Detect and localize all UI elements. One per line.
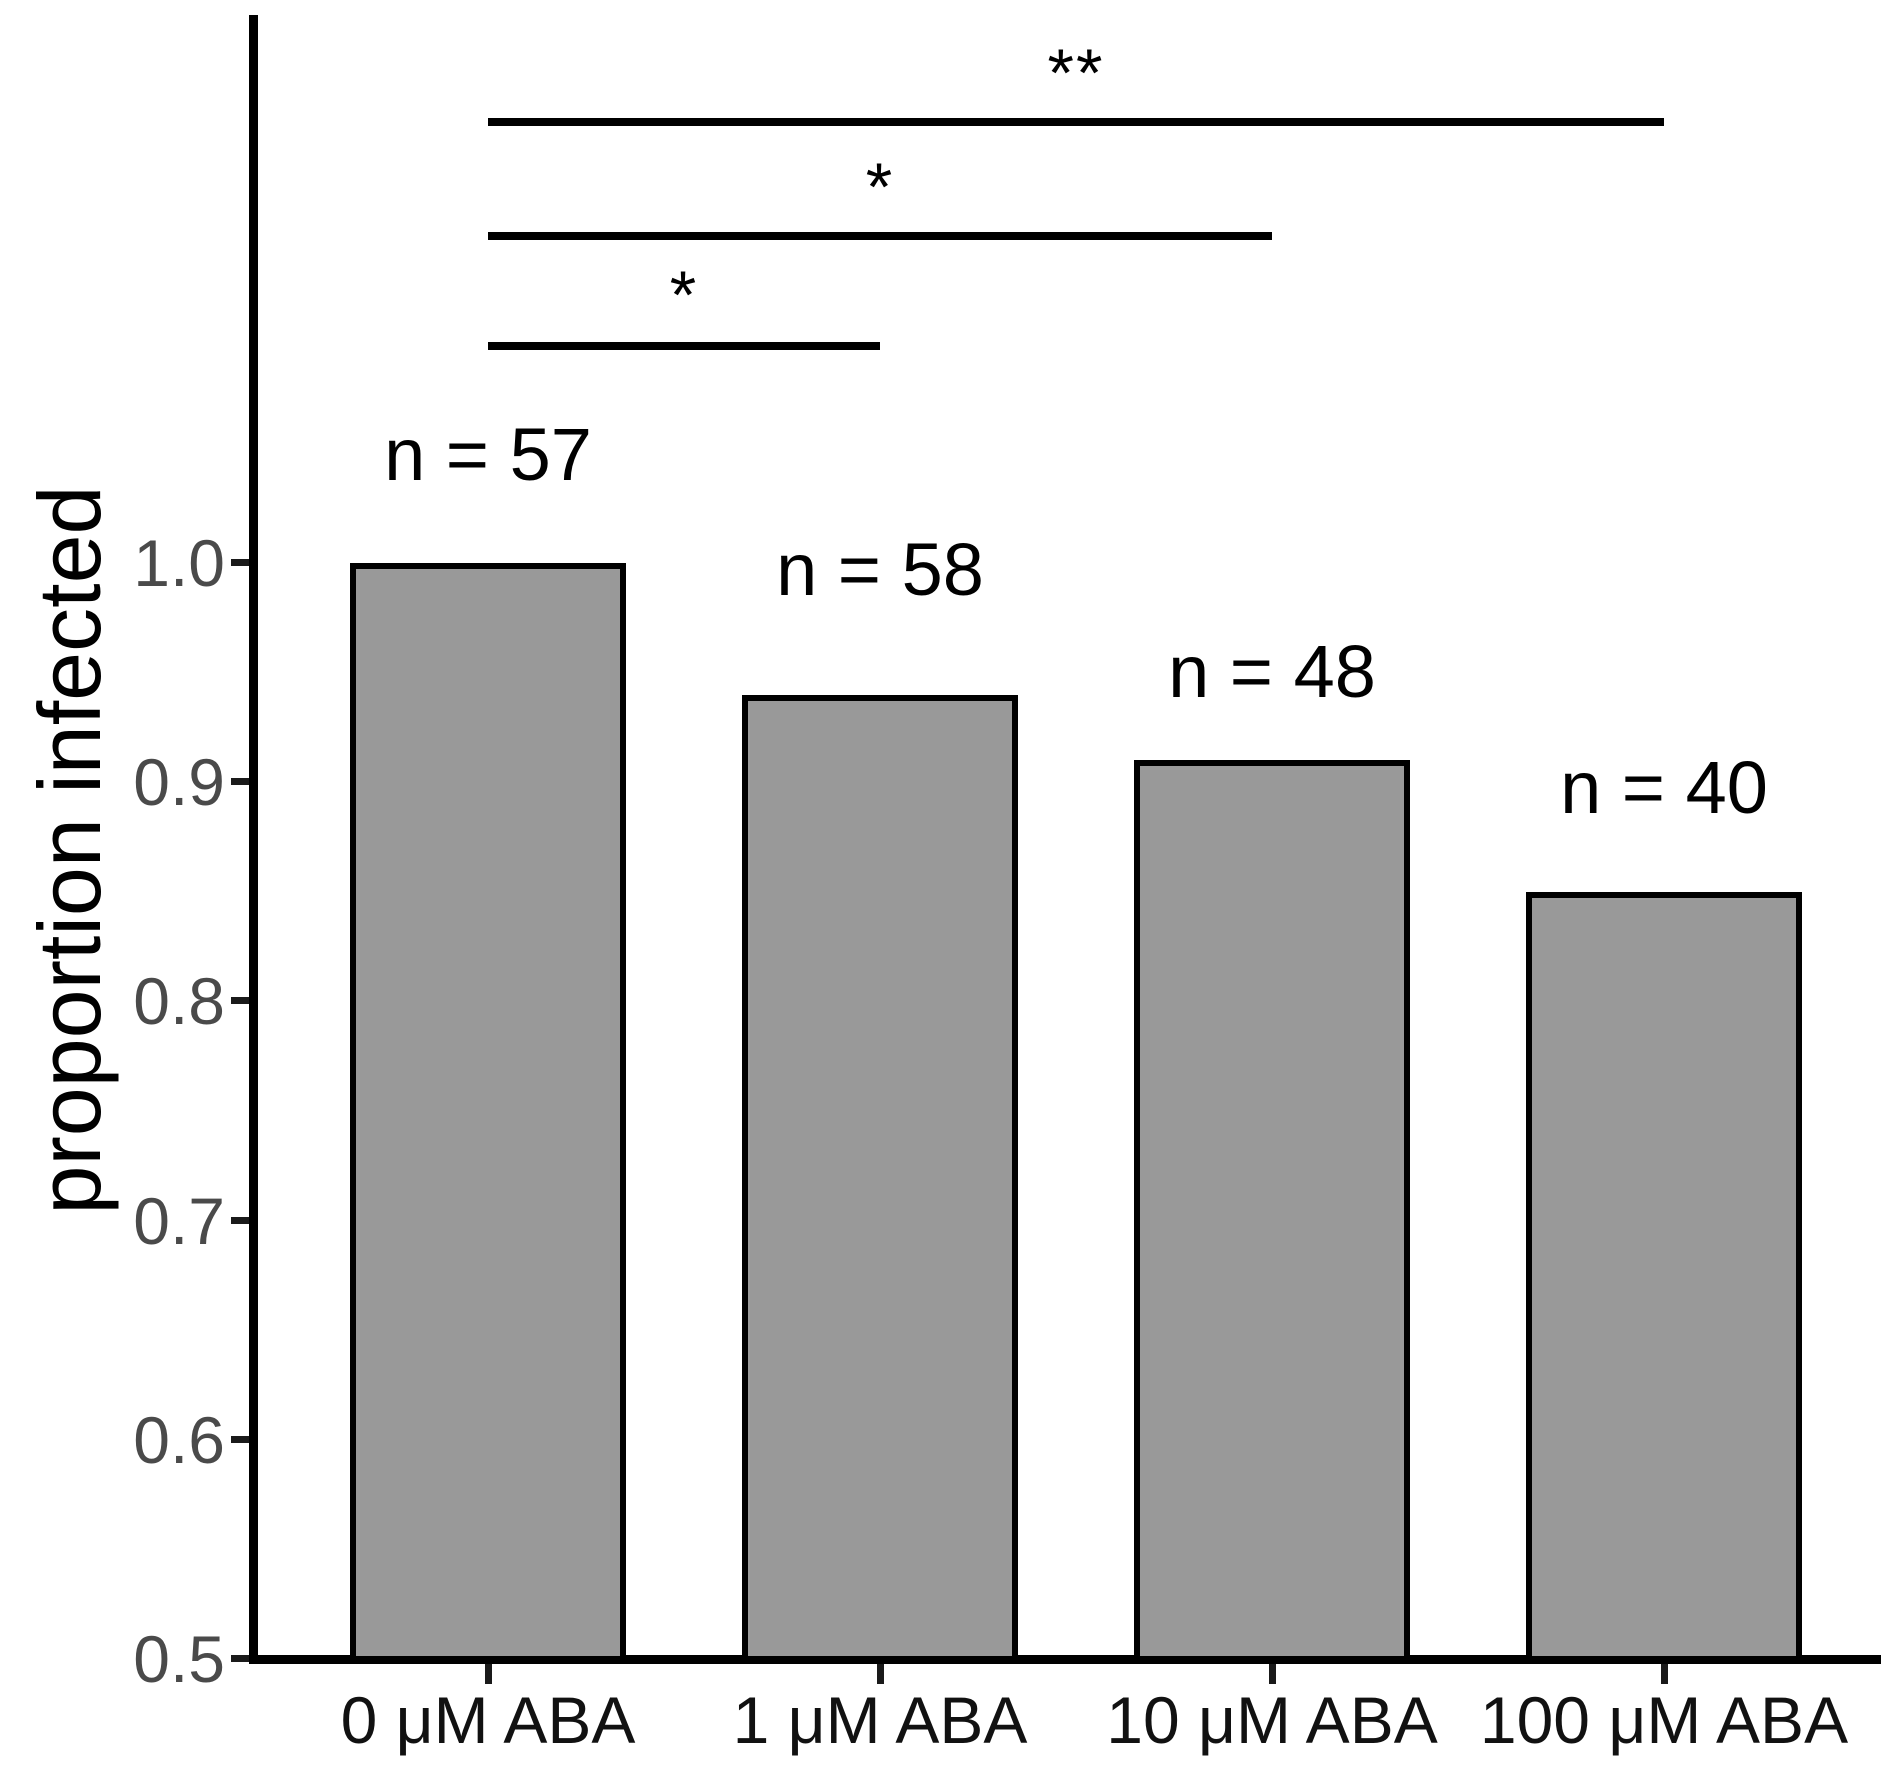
y-axis-tick-mark (231, 1435, 249, 1443)
x-tick-label: 0 μM ABA (340, 1683, 636, 1757)
significance-label: * (865, 149, 895, 225)
significance-bracket (488, 118, 1664, 126)
y-tick-label: 1.0 (133, 526, 225, 600)
y-axis-tick-mark (231, 1655, 249, 1662)
y-axis-tick-mark (231, 1216, 249, 1224)
x-axis-tick-mark (485, 1664, 492, 1684)
bar (1526, 891, 1802, 1662)
significance-label: * (669, 257, 699, 333)
y-tick-label: 0.8 (133, 964, 225, 1039)
significance-bracket (488, 232, 1272, 240)
bar-count-label: n = 40 (1560, 746, 1768, 829)
x-tick-label: 1 μM ABA (732, 1683, 1028, 1757)
bar (350, 563, 626, 1662)
y-tick-label: 0.9 (133, 745, 225, 820)
y-axis-tick-mark (231, 559, 249, 566)
bar-count-label: n = 57 (384, 413, 592, 496)
bar-count-label: n = 48 (1168, 630, 1376, 713)
y-tick-label: 0.5 (133, 1622, 225, 1696)
significance-bracket (488, 342, 880, 350)
bar (742, 694, 1018, 1662)
y-tick-label: 0.6 (133, 1402, 225, 1477)
x-tick-label: 100 μM ABA (1479, 1683, 1849, 1757)
x-axis-tick-mark (1661, 1664, 1668, 1684)
y-axis-tick-mark (231, 997, 249, 1005)
y-axis-tick-mark (231, 778, 249, 786)
bar (1134, 760, 1410, 1662)
x-axis-tick-mark (1269, 1664, 1276, 1684)
bar-count-label: n = 58 (776, 528, 984, 611)
x-tick-label: 10 μM ABA (1106, 1683, 1438, 1757)
y-axis-line (249, 15, 258, 1664)
significance-label: ** (1047, 35, 1105, 111)
x-axis-line (249, 1655, 1881, 1664)
y-tick-label: 0.7 (133, 1183, 225, 1258)
x-axis-tick-mark (877, 1664, 884, 1684)
